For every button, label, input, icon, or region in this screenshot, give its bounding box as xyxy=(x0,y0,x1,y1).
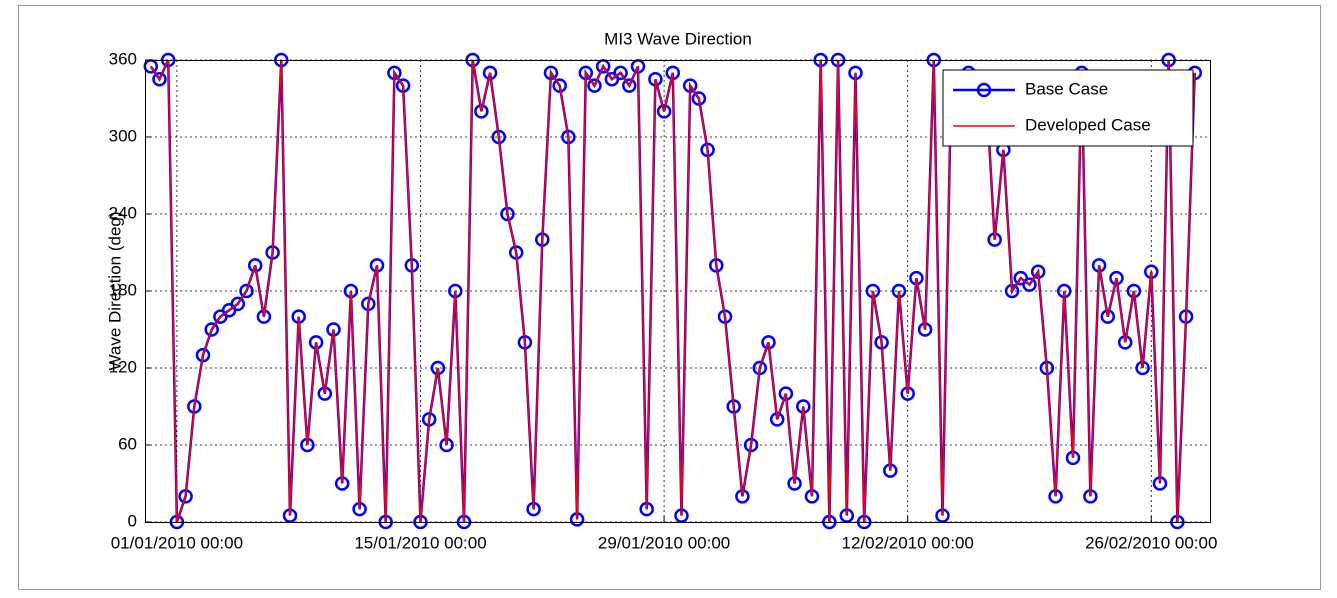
data-point xyxy=(1100,309,1116,324)
data-point xyxy=(230,296,246,312)
series-line xyxy=(150,59,1196,523)
y-tick-label: 360 xyxy=(109,49,137,68)
x-tick-label: 15/01/2010 00:00 xyxy=(354,533,486,552)
data-point xyxy=(622,78,637,93)
data-point xyxy=(195,347,211,363)
x-tick-label: 26/02/2010 00:00 xyxy=(1085,533,1217,552)
y-tick-label: 120 xyxy=(109,357,137,376)
data-point xyxy=(587,78,602,93)
y-tick-label: 240 xyxy=(109,203,137,222)
data-point xyxy=(1022,277,1037,292)
data-point xyxy=(552,78,567,93)
data-point xyxy=(239,283,254,299)
data-point xyxy=(474,104,489,119)
data-point xyxy=(1117,335,1133,350)
data-point xyxy=(613,65,628,81)
data-point xyxy=(656,104,672,119)
data-point xyxy=(317,386,333,401)
legend-marker xyxy=(976,82,992,98)
plot-frame xyxy=(145,60,1211,523)
legend: Base Case Developed Case xyxy=(942,69,1194,147)
y-tick-label: 0 xyxy=(128,511,137,530)
chart-title: MI3 Wave Direction xyxy=(604,29,752,48)
y-tick-label: 180 xyxy=(109,280,137,299)
data-point xyxy=(256,309,272,324)
data-point xyxy=(152,72,167,87)
legend-label: Developed Case xyxy=(1025,115,1151,134)
data-point xyxy=(247,258,263,273)
x-tick-label: 01/01/2010 00:00 xyxy=(111,533,243,552)
y-axis-label: Wave Direction (deg) xyxy=(105,211,124,370)
y-tick-label: 60 xyxy=(118,434,137,453)
data-point xyxy=(691,91,707,106)
data-point xyxy=(204,322,219,337)
x-tick-label: 29/01/2010 00:00 xyxy=(598,533,730,552)
y-tick-label: 300 xyxy=(109,126,137,145)
legend-box xyxy=(942,69,1194,147)
x-tick-label: 12/02/2010 00:00 xyxy=(842,533,974,552)
data-point xyxy=(482,65,498,81)
legend-label: Base Case xyxy=(1025,79,1108,98)
data-point xyxy=(1109,270,1124,286)
